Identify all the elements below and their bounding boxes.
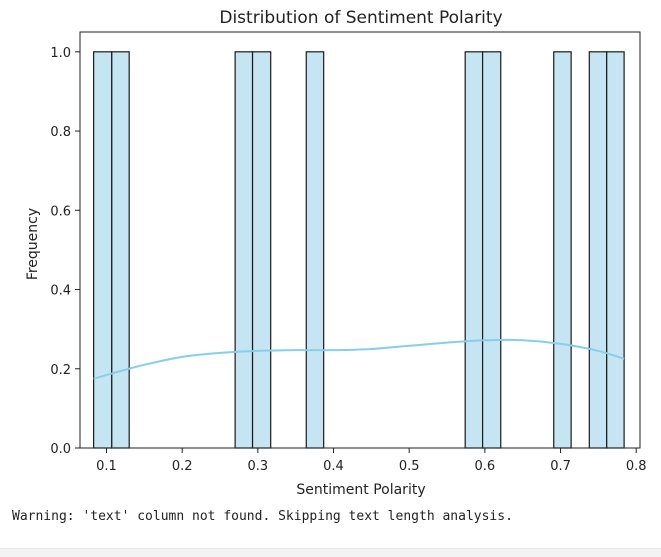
histogram-bar-5 [464,51,484,449]
x-tick-label: 0.6 [475,459,496,474]
x-tick-label: 0.5 [399,459,420,474]
plot-frame [79,31,641,449]
histogram-bar-6 [481,51,502,449]
y-tick-label: 0.8 [50,125,71,140]
y-tick-label: 0.6 [50,204,71,219]
x-axis-label: Sentiment Polarity [296,482,425,498]
histogram-bar-9 [606,51,625,449]
histogram-bar-4 [305,51,325,449]
x-tick-label: 0.4 [323,459,344,474]
histogram-bar-1 [111,51,130,449]
x-tick-label: 0.1 [96,459,117,474]
x-tick-label: 0.2 [172,459,193,474]
histogram-bar-0 [93,51,113,449]
chart-title: Distribution of Sentiment Polarity [219,8,502,28]
x-tick-label: 0.3 [247,459,268,474]
x-tick-label: 0.7 [550,459,571,474]
output-footer [0,548,661,557]
y-axis-label: Frequency [25,208,41,280]
histogram-bar-2 [234,51,254,449]
histogram-bar-7 [553,51,572,449]
histogram-bar-3 [251,51,272,449]
y-tick-label: 0.2 [50,363,71,378]
histogram-bar-8 [588,51,608,449]
x-tick-label: 0.8 [626,459,647,474]
y-tick-label: 0.0 [50,442,71,457]
y-tick-label: 1.0 [50,46,71,61]
bars-group [93,51,625,449]
histogram-chart: Distribution of Sentiment Polarity 0.1 0.… [25,8,647,498]
x-ticks-group: 0.1 0.2 0.3 0.4 0.5 0.6 0.7 0.8 [96,448,647,474]
y-ticks-group: 0.0 0.2 0.4 0.6 0.8 1.0 [50,46,80,457]
kde-line [93,338,625,380]
y-tick-label: 0.4 [50,284,71,299]
console-warning: Warning: 'text' column not found. Skippi… [12,509,513,524]
